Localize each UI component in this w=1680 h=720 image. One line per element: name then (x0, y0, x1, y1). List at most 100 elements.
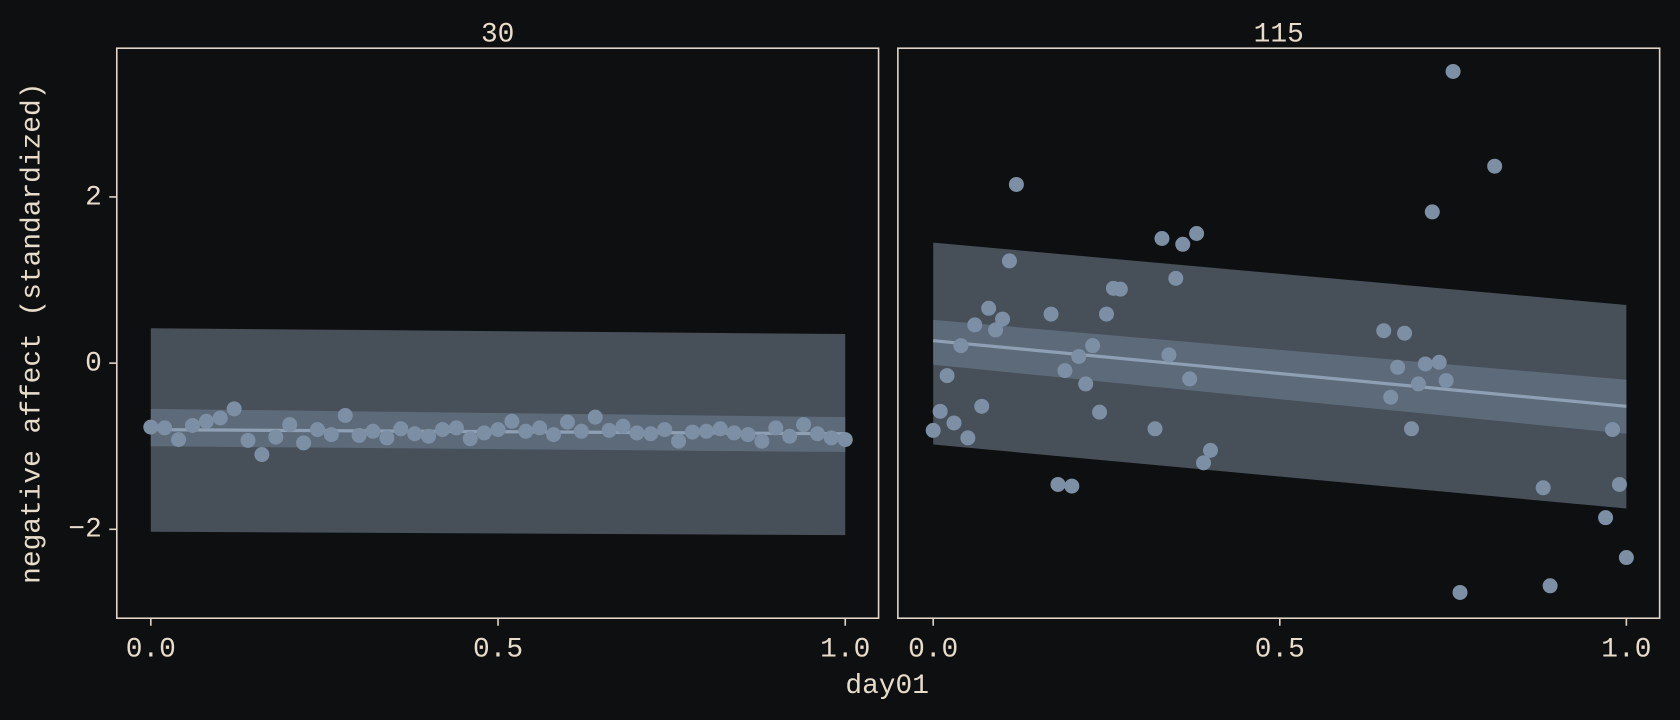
point (1057, 363, 1073, 379)
point (1001, 253, 1017, 269)
point (226, 401, 242, 417)
point (323, 427, 339, 443)
point (351, 427, 367, 443)
point (587, 409, 603, 425)
point (712, 421, 728, 437)
x-tick-label: 0.5 (473, 635, 523, 666)
point (974, 398, 990, 414)
point (995, 311, 1011, 327)
point (1424, 204, 1440, 220)
point (1397, 325, 1413, 341)
point (837, 432, 853, 448)
point (504, 413, 520, 429)
point (1098, 306, 1114, 322)
point (1161, 347, 1177, 363)
y-tick-label: 2 (85, 182, 102, 213)
y-tick-label: 0 (85, 348, 102, 379)
point (946, 415, 962, 431)
point (1071, 348, 1087, 364)
point (282, 417, 298, 433)
point (184, 417, 200, 433)
point (1618, 550, 1634, 566)
point (643, 426, 659, 442)
point (337, 407, 353, 423)
point (462, 431, 478, 447)
point (953, 338, 969, 354)
point (171, 432, 187, 448)
point (1154, 230, 1170, 246)
point (967, 317, 983, 333)
point (1438, 373, 1454, 389)
point (796, 417, 812, 433)
point (1535, 480, 1551, 496)
point (309, 422, 325, 438)
fit-line (933, 339, 1627, 408)
point (1445, 63, 1461, 79)
point (143, 419, 159, 435)
point (1112, 281, 1128, 297)
point (629, 425, 645, 441)
x-tick-label: 0.5 (1255, 635, 1305, 666)
point (559, 414, 575, 430)
point (1390, 359, 1406, 375)
point (684, 424, 700, 440)
point (1611, 476, 1627, 492)
point (1376, 323, 1392, 339)
point (809, 426, 825, 442)
point (434, 422, 450, 438)
point (365, 423, 381, 439)
panel-frame (897, 47, 1661, 620)
y-tick-label: −2 (68, 515, 101, 546)
point (1008, 176, 1024, 192)
point (1431, 354, 1447, 370)
point (1168, 270, 1184, 286)
point (1452, 584, 1468, 600)
credible-band (933, 319, 1627, 434)
point (782, 428, 798, 444)
x-tick-label: 0.0 (126, 635, 176, 666)
point (1196, 455, 1212, 471)
point (1050, 476, 1066, 492)
point (254, 447, 270, 463)
x-tick-label: 1.0 (1601, 635, 1651, 666)
point (740, 427, 756, 443)
panel-title: 30 (481, 20, 514, 51)
point (1410, 376, 1426, 392)
point (476, 425, 492, 441)
point (981, 300, 997, 316)
point (601, 422, 617, 438)
point (754, 433, 770, 449)
point (1092, 404, 1108, 420)
point (1064, 478, 1080, 494)
point (932, 403, 948, 419)
point (1078, 376, 1094, 392)
point (532, 420, 548, 436)
point (1202, 442, 1218, 458)
point (698, 423, 714, 439)
point (518, 423, 534, 439)
point (268, 429, 284, 445)
point (671, 433, 687, 449)
point (1598, 510, 1614, 526)
point (960, 430, 976, 446)
point (925, 422, 941, 438)
point (1542, 578, 1558, 594)
point (768, 420, 784, 436)
point (1417, 356, 1433, 372)
point (421, 428, 437, 444)
point (212, 410, 228, 426)
point (1085, 338, 1101, 354)
point (1403, 421, 1419, 437)
point (1189, 226, 1205, 242)
x-axis-label: day01 (845, 671, 929, 702)
point (448, 420, 464, 436)
point (296, 435, 312, 451)
x-tick-label: 1.0 (820, 635, 870, 666)
point (573, 423, 589, 439)
point (939, 368, 955, 384)
point (240, 432, 256, 448)
point (407, 426, 423, 442)
point (726, 425, 742, 441)
point (546, 427, 562, 443)
